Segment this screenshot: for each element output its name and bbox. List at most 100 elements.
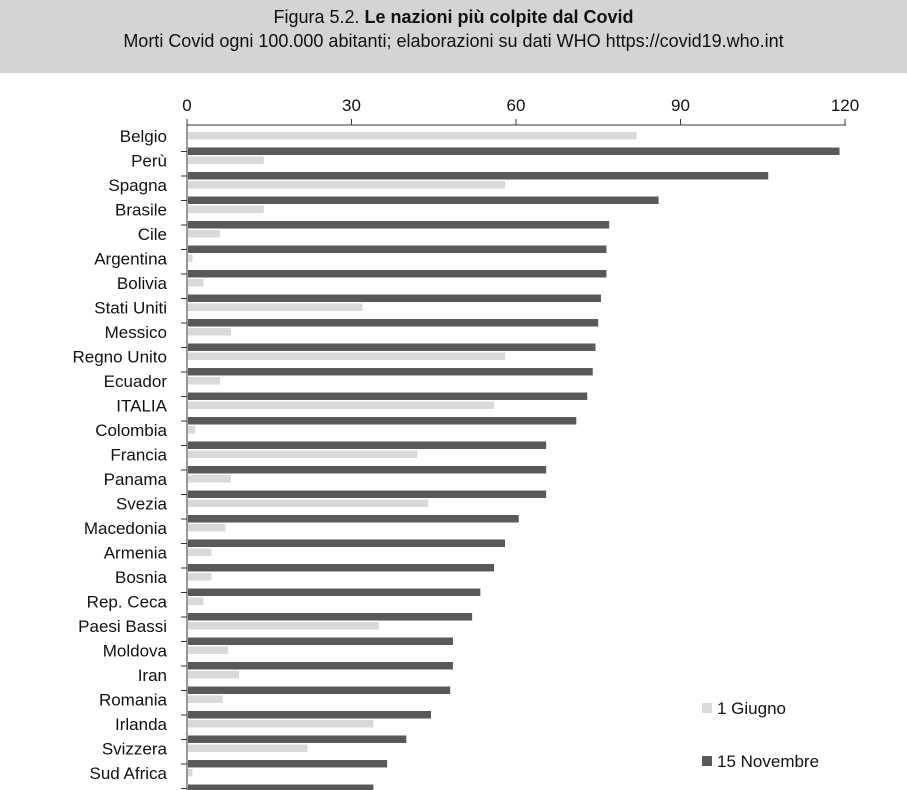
category-label: Cile [138,225,167,244]
legend-swatch [702,756,712,766]
bars [188,132,840,790]
category-label: Macedonia [84,519,168,538]
legend: 1 Giugno 15 Novembre [702,699,819,771]
bar-1-giugno [188,720,374,728]
bar-1-giugno [188,622,379,630]
bar-1-giugno [188,744,308,752]
x-axis: 0 30 60 90 120 [182,96,859,126]
bar-1-giugno [188,181,506,189]
chart-title: Figura 5.2. Le nazioni più colpite dal C… [0,6,907,28]
category-label: Francia [110,446,167,465]
category-label: Armenia [104,544,168,563]
bar-1-giugno [188,671,240,679]
bar-1-giugno [188,475,231,483]
figure-number: Figura 5.2. [273,7,360,27]
bar-1-giugno [188,205,264,213]
bar-1-giugno [188,132,637,140]
bar-1-giugno [188,524,226,532]
category-label: Svizzera [102,740,168,759]
bar-1-giugno [188,499,429,507]
bar-1-giugno [188,156,264,164]
x-tick-label: 0 [182,96,191,115]
bar-1-giugno [188,401,495,409]
category-label: Rep. Ceca [87,593,168,612]
bar-1-giugno [188,377,220,385]
bar-15-novembre [188,686,451,694]
category-label: Regno Unito [72,348,167,367]
category-label: Panama [104,470,168,489]
category-label: Iran [138,666,167,685]
bar-1-giugno [188,254,193,262]
bar-15-novembre [188,588,481,596]
bar-1-giugno [188,573,212,581]
chart-header: Figura 5.2. Le nazioni più colpite dal C… [0,0,907,73]
bar-15-novembre [188,735,407,743]
category-label: ITALIA [116,397,167,416]
category-label: Bolivia [117,274,168,293]
bar-1-giugno [188,548,212,556]
bar-15-novembre [188,760,388,768]
category-label: Svezia [116,495,168,514]
bar-1-giugno [188,328,231,336]
bar-15-novembre [188,711,432,719]
bar-1-giugno [188,646,229,654]
x-tick-label: 30 [342,96,361,115]
x-tick-label: 60 [507,96,526,115]
bar-15-novembre [188,417,577,425]
category-label: Moldova [103,642,168,661]
bar-1-giugno [188,230,220,238]
bar-15-novembre [188,172,769,180]
bar-15-novembre [188,441,547,449]
bar-15-novembre [188,490,547,498]
bar-1-giugno [188,352,506,360]
bar-15-novembre [188,466,547,474]
bar-15-novembre [188,392,588,400]
legend-label: 1 Giugno [717,699,786,718]
chart-title-bold: Le nazioni più colpite dal Covid [364,7,634,27]
bar-1-giugno [188,279,204,287]
bar-15-novembre [188,539,506,547]
legend-label: 15 Novembre [717,752,819,771]
bar-15-novembre [188,147,840,155]
category-label: Belgio [120,127,167,146]
category-label: Romania [99,691,168,710]
bar-15-novembre [188,270,607,278]
legend-swatch [702,703,712,713]
bar-15-novembre [188,245,607,253]
bar-1-giugno [188,426,196,434]
chart-subtitle: Morti Covid ogni 100.000 abitanti; elabo… [123,31,784,51]
bar-15-novembre [188,319,599,327]
bar-15-novembre [188,343,596,351]
category-label: Bosnia [115,568,168,587]
category-label: Stati Uniti [94,299,167,318]
category-label: Sud Africa [90,764,168,783]
bar-15-novembre [188,613,473,621]
category-label: Spagna [108,176,167,195]
bar-15-novembre [188,515,519,523]
bar-1-giugno [188,597,204,605]
bar-15-novembre [188,637,453,645]
bar-1-giugno [188,450,418,458]
bar-1-giugno [188,695,223,703]
category-label: Paesi Bassi [78,617,167,636]
bar-15-novembre [188,294,601,302]
category-label: Ecuador [104,372,168,391]
bar-15-novembre [188,368,593,376]
y-axis: Belgio Perù Spagna Brasile Cile Argentina Boli… [72,125,188,790]
bar-15-novembre [188,662,453,670]
bar-15-novembre [188,196,659,204]
bar-1-giugno [188,303,363,311]
category-label: Messico [105,323,167,342]
bar-1-giugno [188,769,193,777]
category-label: Brasile [115,201,167,220]
x-tick-label: 90 [671,96,690,115]
bar-15-novembre [188,784,374,790]
category-label: Irlanda [115,715,168,734]
x-tick-label: 120 [831,96,859,115]
bar-15-novembre [188,564,495,572]
bar-15-novembre [188,221,610,229]
category-label: Perù [131,152,167,171]
category-label: Argentina [94,250,167,269]
category-label: Colombia [95,421,167,440]
